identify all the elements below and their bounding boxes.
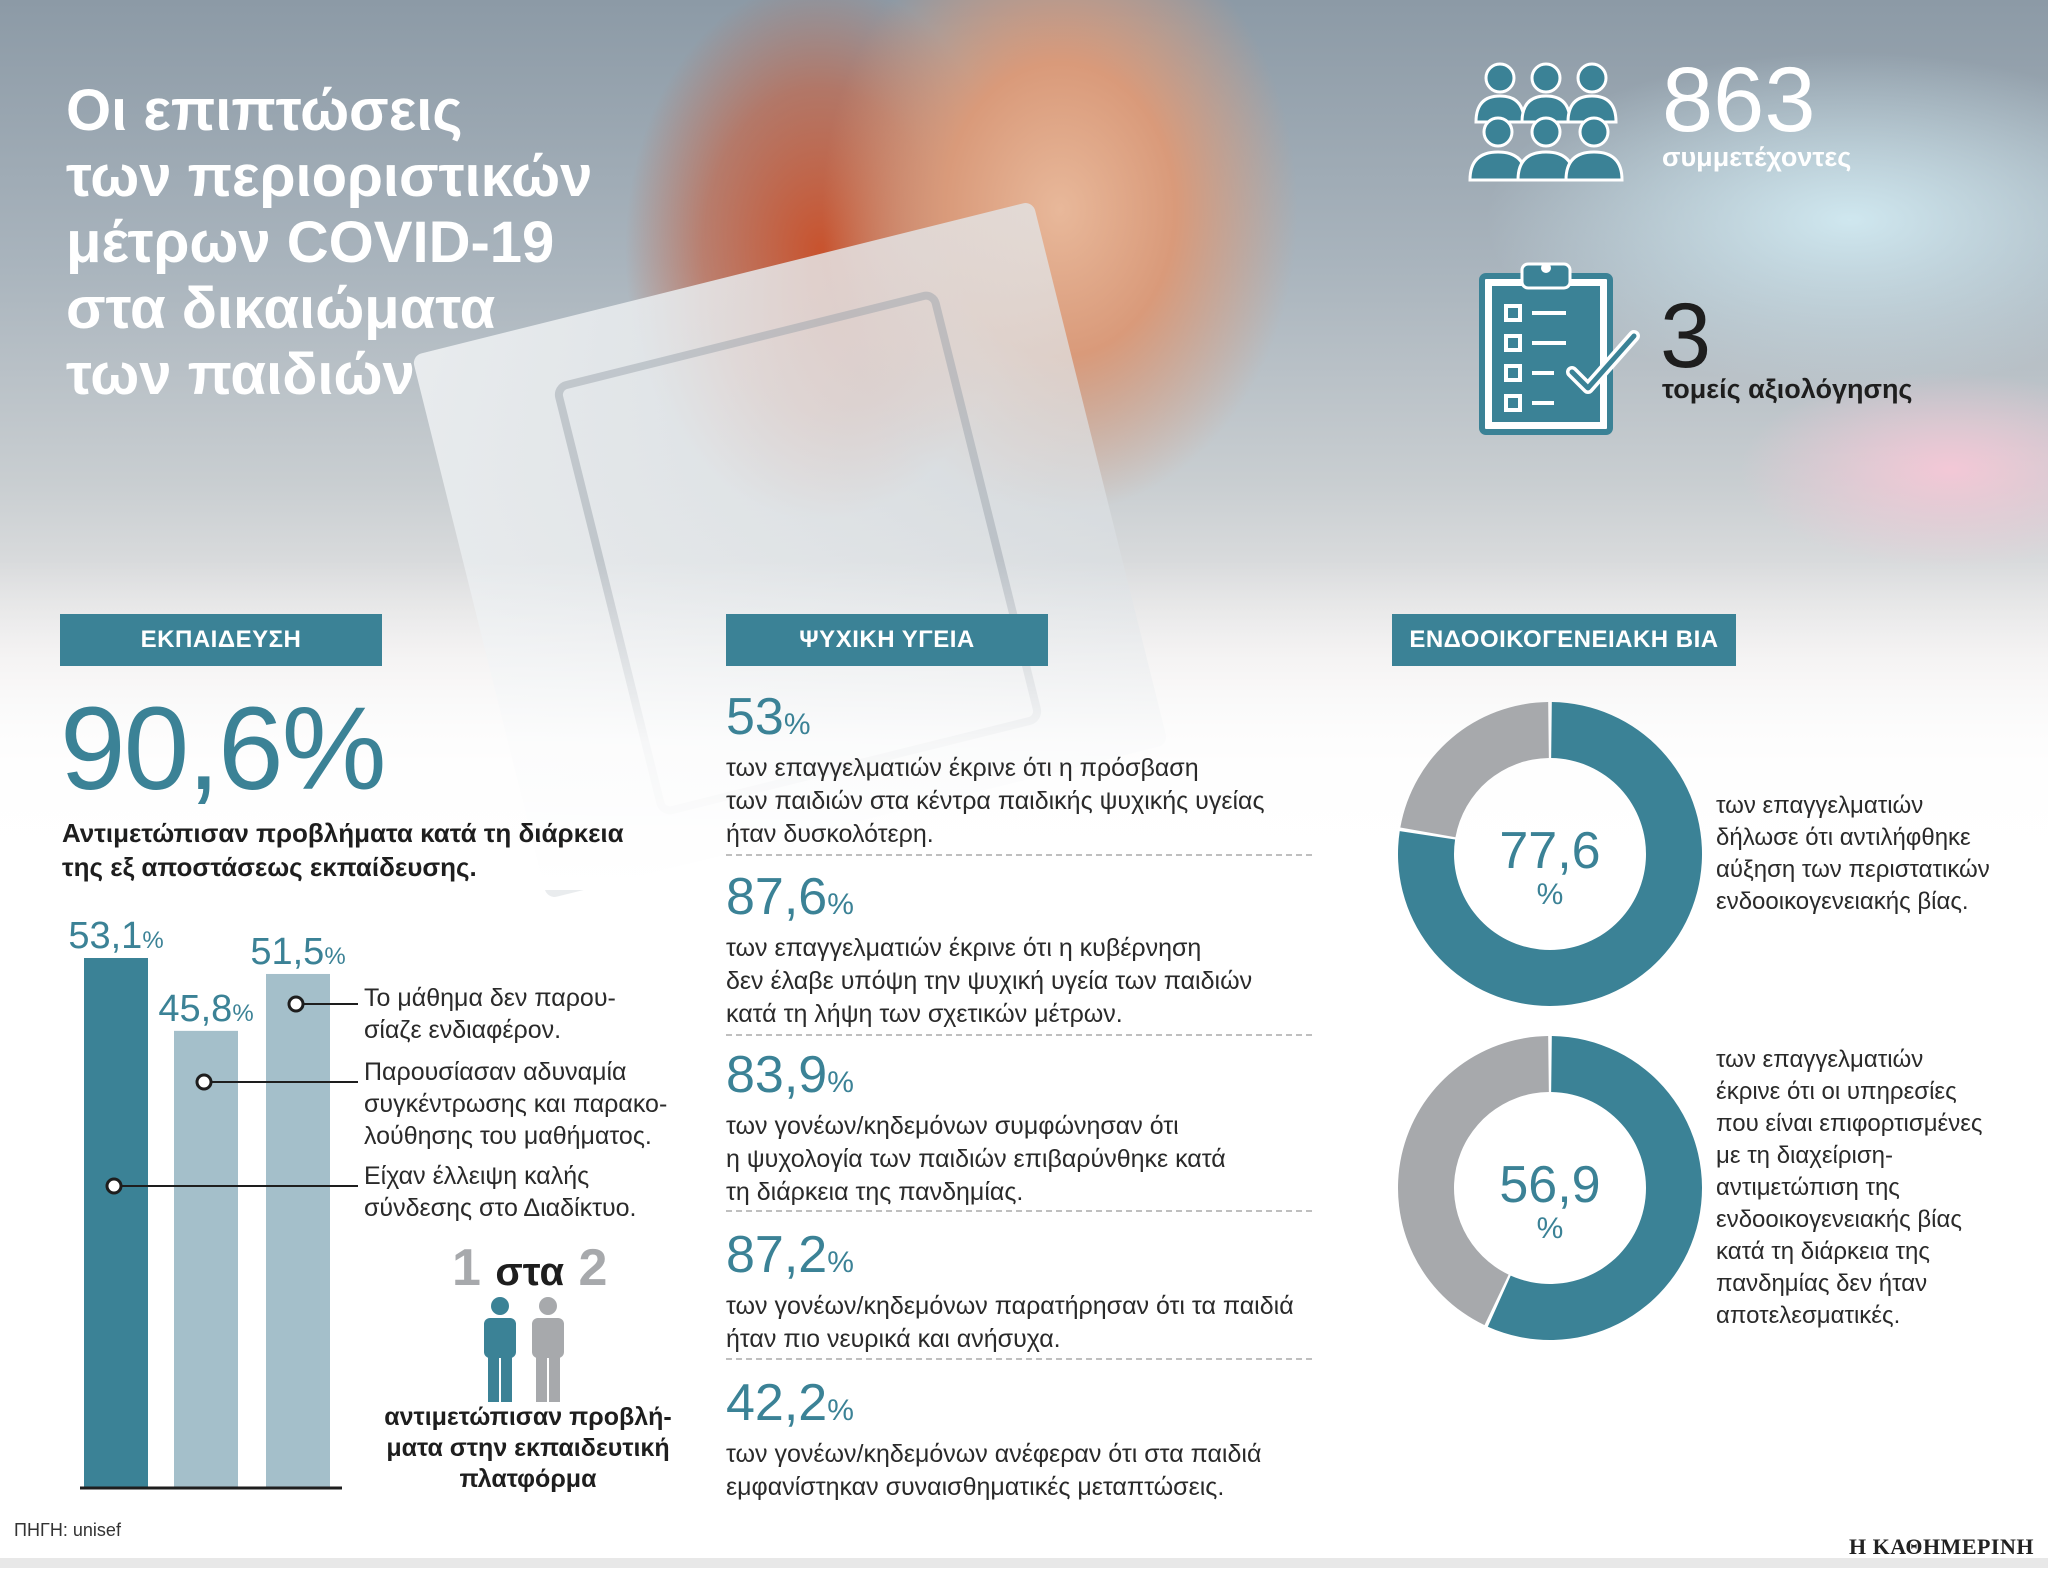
bottom-rule (0, 1558, 2048, 1568)
mh-item-4: 87,2% των γονέων/κηδεμόνων παρατήρησαν ό… (726, 1228, 1366, 1356)
sta-word: στα (495, 1250, 564, 1294)
mh-item-3: 83,9% των γονέων/κηδεμόνων συμφώνησαν ότ… (726, 1048, 1346, 1209)
bar-value-label-2: 45,8% (158, 988, 253, 1030)
mh-item-1-text: των επαγγελματιών έκρινε ότι η πρόσβαση … (726, 752, 1346, 851)
donut-1-center-value: 77,6 (1499, 822, 1600, 880)
two-number: 2 (579, 1239, 608, 1297)
page-title: Οι επιπτώσεις των περιοριστικών μέτρων C… (66, 78, 626, 408)
leader-dot-1 (289, 997, 303, 1011)
mh-item-5-value: 42,2% (726, 1376, 1346, 1438)
mh-item-5-text: των γονέων/κηδεμόνων ανέφεραν ότι στα πα… (726, 1438, 1346, 1504)
divider (726, 1210, 1312, 1212)
donut-2-center-unit: % (1537, 1212, 1564, 1245)
mh-item-1-value: 53% (726, 690, 1346, 752)
mh-item-5: 42,2% των γονέων/κηδεμόνων ανέφεραν ότι … (726, 1376, 1346, 1504)
sectors-label: τομείς αξιολόγησης (1662, 374, 1912, 405)
donut-1-slice-rest (1400, 702, 1549, 837)
education-big-value: 90,6% (60, 690, 385, 808)
education-header: ΕΚΠΑΙΔΕΥΣΗ (60, 614, 382, 666)
mh-item-1: 53% των επαγγελματιών έκρινε ότι η πρόσβ… (726, 690, 1346, 851)
person-pair-icon (476, 1296, 572, 1404)
donut-1-center-unit: % (1537, 878, 1564, 911)
bar-2 (174, 1031, 238, 1488)
donut-chart-2: 56,9% (1390, 1030, 1710, 1350)
mh-item-3-text: των γονέων/κηδεμόνων συμφώνησαν ότι η ψυ… (726, 1110, 1346, 1209)
leader-dot-2 (197, 1075, 211, 1089)
sectors-number: 3 (1660, 290, 1711, 382)
participants-label: συμμετέχοντες (1662, 142, 1851, 173)
bar-value-label-1: 53,1% (68, 915, 163, 957)
bar-legend-text-2: Παρουσίασαν αδυναμία συγκέντρωσης και πα… (364, 1056, 667, 1152)
donut-chart-1: 77,6% (1390, 696, 1710, 1016)
people-group-icon (1462, 56, 1632, 186)
divider (726, 1034, 1312, 1036)
mh-item-2-value: 87,6% (726, 870, 1346, 932)
mh-item-4-text: των γονέων/κηδεμόνων παρατήρησαν ότι τα … (726, 1290, 1366, 1356)
donut-1-caption: των επαγγελματιών δήλωσε ότι αντιλήφθηκε… (1716, 790, 1990, 918)
mh-item-2: 87,6% των επαγγελματιών έκρινε ότι η κυβ… (726, 870, 1346, 1031)
mh-item-2-text: των επαγγελματιών έκρινε ότι η κυβέρνηση… (726, 932, 1346, 1031)
donut-2-center-value: 56,9 (1499, 1156, 1600, 1214)
publisher-brand: Η ΚΑΘΗΜΕΡΙΝΗ (1849, 1534, 2034, 1560)
bar-1 (84, 958, 148, 1488)
leader-dot-3 (107, 1179, 121, 1193)
mh-item-4-value: 87,2% (726, 1228, 1366, 1290)
clipboard-checklist-icon (1476, 254, 1646, 440)
divider (726, 854, 1312, 856)
divider (726, 1358, 1312, 1360)
mental-health-header: ΨΥΧΙΚΗ ΥΓΕΙΑ (726, 614, 1048, 666)
participants-number: 863 (1662, 54, 1816, 146)
domestic-violence-header: ΕΝΔΟΟΙΚΟΓΕΝΕΙΑΚΗ ΒΙΑ (1392, 614, 1736, 666)
source-note: ΠΗΓΗ: unisef (14, 1520, 121, 1541)
bar-legend-text-3: Είχαν έλλειψη καλής σύνδεσης στο Διαδίκτ… (364, 1160, 637, 1224)
one-number: 1 (452, 1239, 481, 1297)
one-in-two: 1 στα 2 (452, 1240, 607, 1300)
mh-item-3-value: 83,9% (726, 1048, 1346, 1110)
education-big-caption: Αντιμετώπισαν προβλήματα κατά τη διάρκει… (62, 816, 682, 884)
bar-value-label-3: 51,5% (250, 931, 345, 973)
donut-2-caption: των επαγγελματιών έκρινε ότι οι υπηρεσίε… (1716, 1044, 1983, 1332)
bar-3 (266, 974, 330, 1488)
bar-legend-text-1: Το μάθημα δεν παρου- σίαζε ενδιαφέρον. (364, 982, 616, 1046)
one-in-two-caption: αντιμετώπισαν προβλή- ματα στην εκπαιδευ… (368, 1402, 688, 1495)
